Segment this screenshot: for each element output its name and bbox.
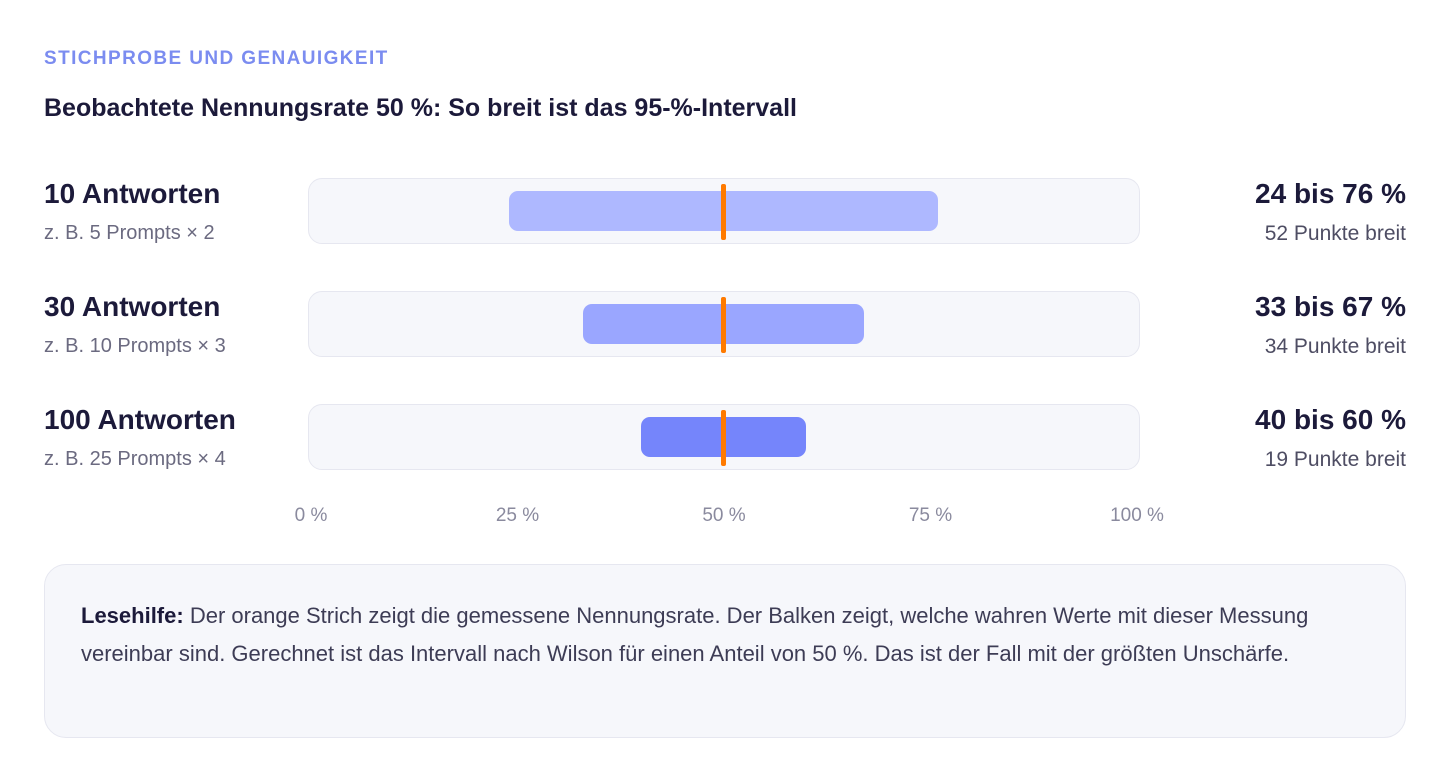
interval-track	[308, 404, 1140, 470]
x-tick-label: 50 %	[702, 505, 746, 526]
row-label: 10 Antworten	[44, 178, 221, 209]
row-sublabel: z. B. 10 Prompts × 3	[44, 335, 226, 357]
x-tick-label: 100 %	[1110, 505, 1164, 526]
row-sublabel: z. B. 5 Prompts × 2	[44, 222, 215, 244]
x-tick-label: 25 %	[495, 505, 540, 526]
x-axis-ticks: 0 % 25 % 50 % 75 % 100 %	[295, 505, 1164, 529]
chart-title: Beobachtete Nennungsrate 50 %: So breit …	[44, 94, 797, 122]
interval-width-label: 52 Punkte breit	[1264, 222, 1406, 245]
row-label: 30 Antworten	[44, 291, 221, 322]
reading-help-note: Lesehilfe: Der orange Strich zeigt die g…	[44, 564, 1406, 738]
row-sublabel: z. B. 25 Prompts × 4	[44, 448, 226, 470]
row-label: 100 Antworten	[44, 404, 236, 435]
interval-track	[308, 178, 1140, 244]
note-text: Der orange Strich zeigt die gemessene Ne…	[81, 603, 1309, 666]
interval-range-label: 33 bis 67 %	[1255, 291, 1406, 322]
observed-rate-marker	[721, 184, 726, 240]
interval-range-label: 24 bis 76 %	[1255, 178, 1406, 209]
interval-row: 100 Antworten z. B. 25 Prompts × 4 40 bis …	[0, 404, 1450, 474]
observed-rate-marker	[721, 297, 726, 353]
observed-rate-marker	[721, 410, 726, 466]
interval-width-label: 19 Punkte breit	[1264, 448, 1406, 471]
note-lead: Lesehilfe:	[81, 603, 184, 628]
interval-row: 10 Antworten z. B. 5 Prompts × 2 24 bis 76…	[0, 178, 1450, 248]
x-tick-label: 0 %	[294, 505, 328, 526]
eyebrow-label: STICHPROBE UND GENAUIGKEIT	[44, 48, 389, 69]
interval-row: 30 Antworten z. B. 10 Prompts × 3 33 bis 6…	[0, 291, 1450, 361]
interval-track	[308, 291, 1140, 357]
interval-width-label: 34 Punkte breit	[1264, 335, 1406, 358]
interval-range-label: 40 bis 60 %	[1255, 404, 1406, 435]
x-tick-label: 75 %	[908, 505, 953, 526]
